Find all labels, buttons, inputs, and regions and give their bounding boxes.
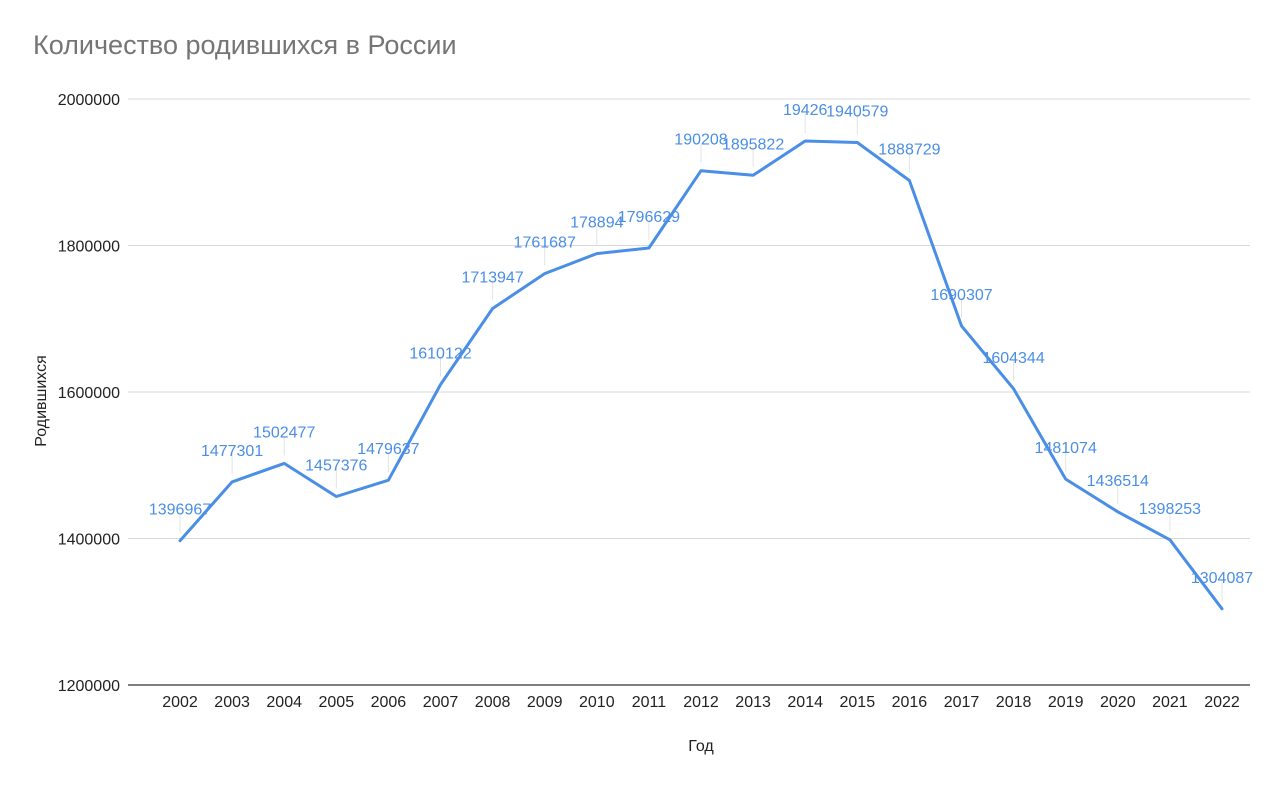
x-tick-label: 2012 — [683, 694, 719, 711]
y-tick-label: 2000000 — [58, 92, 120, 109]
x-tick-label: 2006 — [371, 694, 407, 711]
data-label: 1610122 — [409, 346, 471, 363]
x-tick-label: 2019 — [1048, 694, 1084, 711]
data-label: 1398253 — [1139, 501, 1201, 518]
x-tick-label: 2002 — [162, 694, 198, 711]
data-label: 1761687 — [514, 235, 576, 252]
y-axis-title: Родившихся — [33, 355, 50, 447]
data-label: 1502477 — [253, 424, 315, 441]
x-tick-label: 2010 — [579, 694, 615, 711]
x-tick-label: 2021 — [1152, 694, 1188, 711]
x-tick-label: 2014 — [787, 694, 823, 711]
series-line — [178, 139, 1224, 611]
data-label: 1436514 — [1087, 473, 1149, 490]
data-label: 1604344 — [982, 350, 1044, 367]
data-label: 1690307 — [930, 287, 992, 304]
data-label: 190208 — [674, 132, 727, 149]
y-tick-label: 1800000 — [58, 239, 120, 256]
data-label: 1457376 — [305, 457, 367, 474]
series-line-layer — [178, 139, 1224, 611]
gridlines — [128, 98, 1250, 686]
data-label: 1304087 — [1191, 570, 1253, 587]
label-leaders — [179, 112, 1223, 601]
x-tick-label: 2015 — [840, 694, 876, 711]
x-tick-label: 2005 — [319, 694, 355, 711]
data-label: 1796629 — [618, 209, 680, 226]
x-tick-label: 2020 — [1100, 694, 1136, 711]
y-tick-label: 1600000 — [58, 385, 120, 402]
x-axis-title: Год — [688, 738, 714, 755]
x-tick-label: 2016 — [892, 694, 928, 711]
data-label: 1713947 — [461, 270, 523, 287]
y-tick-label: 1200000 — [58, 678, 120, 695]
y-tick-labels: 1200000 1400000 1600000 1800000 2000000 — [58, 92, 120, 695]
x-tick-label: 2018 — [996, 694, 1032, 711]
data-label: 1940579 — [826, 104, 888, 121]
data-label: 1479637 — [357, 441, 419, 458]
data-label: 1481074 — [1035, 440, 1097, 457]
x-tick-label: 2011 — [632, 694, 667, 711]
x-tick-label: 2007 — [423, 694, 459, 711]
data-label: 1396967 — [149, 502, 211, 519]
data-label: 19426 — [783, 102, 828, 119]
data-label: 178894 — [570, 215, 623, 232]
y-tick-label: 1400000 — [58, 532, 120, 549]
chart-title: Количество родившихся в России — [33, 30, 457, 60]
x-tick-label: 2013 — [735, 694, 771, 711]
data-label: 1895822 — [722, 136, 784, 153]
data-label: 1888729 — [878, 142, 940, 159]
x-tick-label: 2004 — [266, 694, 302, 711]
x-tick-label: 2009 — [527, 694, 563, 711]
x-tick-label: 2017 — [944, 694, 980, 711]
x-tick-label: 2022 — [1204, 694, 1240, 711]
data-label: 1477301 — [201, 443, 263, 460]
x-tick-label: 2003 — [214, 694, 250, 711]
x-tick-labels: 2002 2003 2004 2005 2006 2007 2008 2009 2010 2011… — [162, 694, 1240, 711]
x-tick-label: 2008 — [475, 694, 511, 711]
